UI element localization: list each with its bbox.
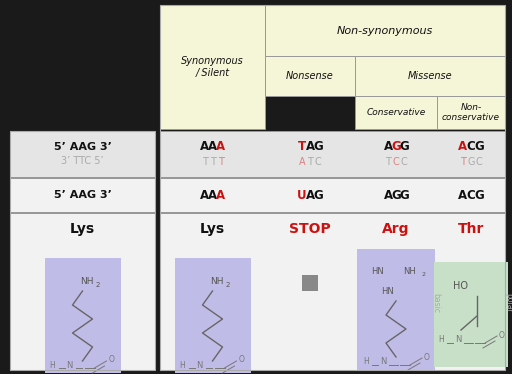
- Text: C: C: [476, 157, 482, 167]
- Text: T: T: [209, 157, 216, 167]
- Text: HO: HO: [454, 281, 468, 291]
- Text: A: A: [200, 140, 209, 153]
- Text: C: C: [315, 157, 322, 167]
- Text: NH: NH: [210, 276, 223, 285]
- Text: G: G: [467, 157, 475, 167]
- Text: N: N: [196, 361, 203, 370]
- Text: T: T: [298, 140, 306, 153]
- Text: O: O: [239, 356, 244, 365]
- Text: A: A: [458, 188, 467, 202]
- Text: N: N: [67, 361, 73, 370]
- Bar: [175, 258, 250, 373]
- Text: 3’ TTC 5’: 3’ TTC 5’: [61, 156, 104, 166]
- Bar: [160, 131, 505, 177]
- Bar: [265, 5, 505, 56]
- Text: A: A: [383, 188, 393, 202]
- Bar: [434, 262, 508, 367]
- Text: Thr: Thr: [458, 222, 484, 236]
- Text: N: N: [380, 358, 386, 367]
- Text: Arg: Arg: [382, 222, 410, 236]
- Text: T: T: [460, 157, 466, 167]
- Text: HN: HN: [372, 267, 385, 276]
- Bar: [10, 178, 155, 212]
- Text: A: A: [208, 140, 217, 153]
- Bar: [265, 56, 355, 96]
- Text: H: H: [180, 361, 185, 370]
- Text: O: O: [499, 331, 505, 340]
- Text: T: T: [385, 157, 391, 167]
- Text: A: A: [208, 188, 217, 202]
- Text: Nonsense: Nonsense: [286, 71, 334, 81]
- Text: polar: polar: [504, 293, 512, 313]
- Text: A: A: [216, 140, 225, 153]
- Text: U: U: [297, 188, 307, 202]
- Bar: [160, 5, 265, 129]
- Text: G: G: [474, 188, 484, 202]
- Text: A: A: [306, 140, 314, 153]
- Text: A: A: [306, 188, 314, 202]
- Bar: [437, 96, 505, 129]
- Bar: [45, 258, 120, 373]
- Text: G: G: [313, 188, 323, 202]
- Bar: [355, 96, 437, 129]
- Text: G: G: [391, 188, 401, 202]
- Text: N: N: [455, 335, 461, 344]
- Text: H: H: [50, 361, 55, 370]
- Text: G: G: [399, 140, 409, 153]
- Text: H: H: [438, 335, 444, 344]
- Bar: [160, 5, 505, 370]
- Text: C: C: [466, 140, 475, 153]
- Text: 2: 2: [95, 282, 100, 288]
- Text: Synonymous
/ Silent: Synonymous / Silent: [181, 56, 244, 78]
- Text: 5’ AAG 3’: 5’ AAG 3’: [54, 142, 112, 152]
- Text: G: G: [391, 140, 401, 153]
- Text: NH: NH: [403, 267, 416, 276]
- Text: C: C: [393, 157, 399, 167]
- Bar: [357, 249, 435, 371]
- Text: A: A: [298, 157, 305, 167]
- Text: A: A: [383, 140, 393, 153]
- Text: Lys: Lys: [200, 222, 225, 236]
- Text: O: O: [109, 356, 115, 365]
- Bar: [355, 56, 505, 96]
- Text: Conservative: Conservative: [367, 108, 425, 117]
- Text: STOP: STOP: [289, 222, 331, 236]
- Bar: [160, 178, 505, 212]
- Text: NH: NH: [80, 276, 93, 285]
- Text: T: T: [218, 157, 223, 167]
- Text: O: O: [424, 353, 430, 362]
- Text: Non-
conservative: Non- conservative: [442, 103, 500, 122]
- Text: Lys: Lys: [70, 222, 95, 236]
- Text: T: T: [307, 157, 313, 167]
- Bar: [10, 213, 155, 370]
- Text: HN: HN: [381, 286, 394, 295]
- Text: 2: 2: [225, 282, 230, 288]
- Bar: [302, 275, 318, 291]
- Text: A: A: [200, 188, 209, 202]
- Text: G: G: [313, 140, 323, 153]
- Text: basic: basic: [432, 293, 440, 313]
- Bar: [10, 131, 155, 370]
- Text: Missense: Missense: [408, 71, 452, 81]
- Text: H: H: [363, 358, 369, 367]
- Bar: [160, 213, 505, 370]
- Text: C: C: [400, 157, 408, 167]
- Text: 2: 2: [421, 273, 425, 278]
- Text: C: C: [466, 188, 475, 202]
- Text: A: A: [458, 140, 467, 153]
- Text: A: A: [216, 188, 225, 202]
- Text: G: G: [399, 188, 409, 202]
- Bar: [10, 131, 155, 177]
- Text: G: G: [474, 140, 484, 153]
- Text: Non-synonymous: Non-synonymous: [337, 25, 433, 36]
- Text: 5’ AAG 3’: 5’ AAG 3’: [54, 190, 112, 200]
- Text: T: T: [202, 157, 207, 167]
